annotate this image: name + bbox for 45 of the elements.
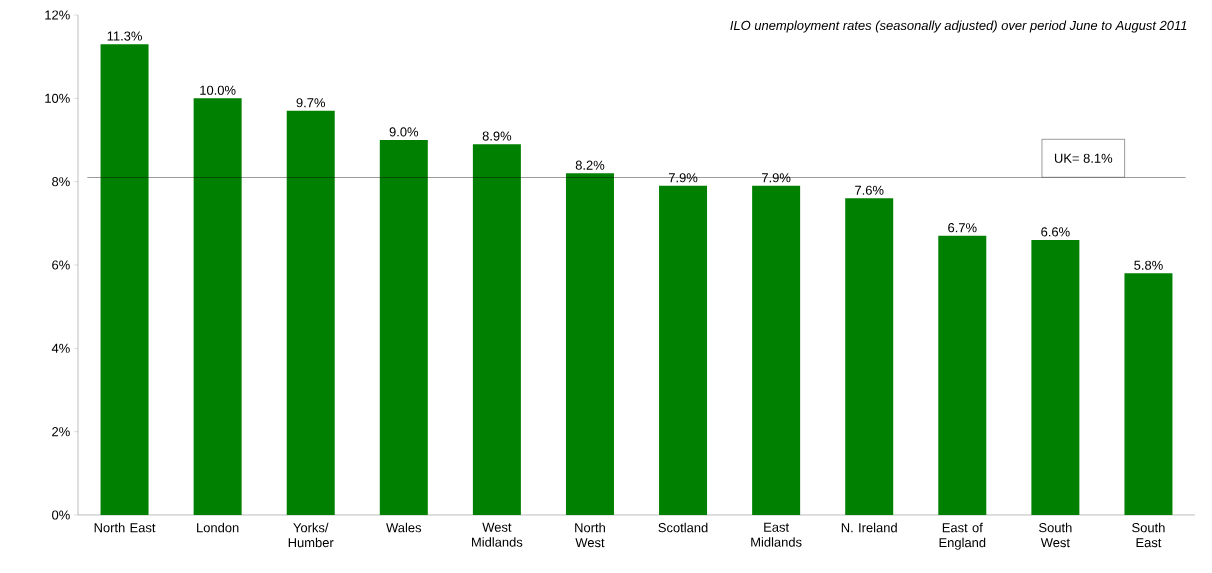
chart-title: ILO unemployment rates (seasonally adjusted) over period June to August 2011 bbox=[730, 20, 1187, 33]
x-tick-label: N. Ireland bbox=[841, 522, 897, 533]
ref-line-label: UK= 8.1% bbox=[1054, 153, 1113, 163]
x-tick-label: North East bbox=[94, 522, 156, 533]
x-tick-label: North West bbox=[575, 522, 605, 548]
bar bbox=[379, 139, 428, 515]
data-label: 7.6% bbox=[855, 185, 884, 195]
bar bbox=[1031, 239, 1080, 515]
y-tick-label: 8% bbox=[52, 177, 70, 187]
x-tick-label: Yorks/ Humber bbox=[288, 522, 334, 548]
data-label: 6.6% bbox=[1041, 227, 1070, 237]
bar bbox=[659, 185, 708, 515]
bar bbox=[472, 144, 521, 515]
x-tick-label: Scotland bbox=[658, 522, 708, 533]
data-label: 8.9% bbox=[482, 131, 512, 141]
x-tick-label: West Midlands bbox=[472, 522, 523, 547]
x-tick-label: South West bbox=[1039, 522, 1072, 548]
y-tick-label: 4% bbox=[51, 343, 70, 353]
bar bbox=[1124, 273, 1173, 515]
data-label: 8.2% bbox=[575, 160, 605, 170]
x-tick-label: East of England bbox=[939, 522, 986, 550]
y-tick-label: 12% bbox=[45, 10, 70, 20]
data-label: 7.9% bbox=[668, 173, 698, 183]
bar bbox=[193, 98, 242, 515]
data-label: 11.3% bbox=[107, 31, 142, 41]
y-tick-label: 6% bbox=[52, 260, 70, 270]
data-label: 7.9% bbox=[762, 173, 791, 183]
data-label: 9.7% bbox=[296, 98, 326, 108]
x-tick-label: London bbox=[197, 522, 239, 533]
data-label: 10.0% bbox=[200, 85, 236, 95]
bar bbox=[752, 185, 801, 515]
data-label: 5.8% bbox=[1134, 260, 1163, 270]
bar bbox=[286, 110, 335, 515]
x-tick-label: South East bbox=[1132, 522, 1165, 548]
bar bbox=[845, 198, 894, 515]
y-tick-label: 2% bbox=[52, 427, 70, 437]
x-tick-label: East Midlands bbox=[751, 522, 802, 547]
y-tick-label: 10% bbox=[45, 93, 70, 103]
x-tick-label: Wales bbox=[386, 522, 422, 533]
bar bbox=[100, 44, 149, 515]
bar bbox=[565, 173, 614, 515]
bar bbox=[938, 235, 987, 515]
data-label: 6.7% bbox=[948, 223, 977, 233]
y-tick-label: 0% bbox=[52, 510, 70, 520]
data-label: 9.0% bbox=[389, 127, 419, 137]
